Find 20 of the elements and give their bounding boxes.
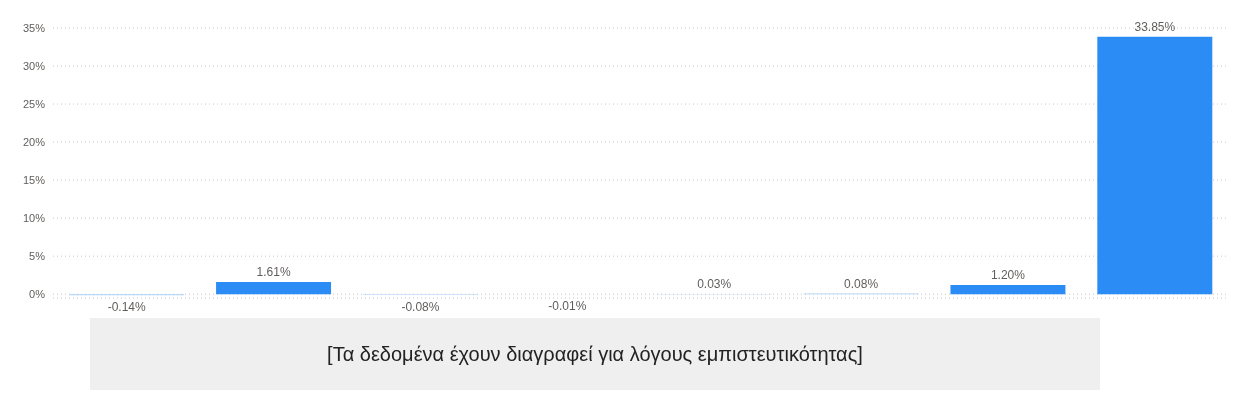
data-label: 0.03%	[697, 276, 732, 291]
bar	[1097, 36, 1213, 295]
data-label: -0.14%	[107, 300, 147, 315]
bar	[950, 285, 1066, 295]
y-tick-label: 30%	[22, 59, 46, 72]
data-label: -0.01%	[548, 299, 587, 314]
data-label: 1.20%	[990, 268, 1026, 283]
y-tick-label: 0%	[29, 288, 46, 301]
data-label: 0.08%	[844, 276, 879, 291]
y-tick-label: 20%	[22, 135, 46, 148]
text: [Τα δεδομένα έχουν διαγραφεί για λόγους εμπιστευτικότητας]	[90, 318, 1100, 390]
data-label: 1.61%	[256, 264, 291, 279]
y-tick-label: 35%	[22, 21, 46, 34]
y-tick-label: 5%	[29, 250, 46, 263]
data-label: -0.08%	[401, 299, 440, 314]
y-tick-label: 25%	[22, 97, 46, 110]
data-label: 33.85%	[1134, 19, 1176, 34]
bar	[216, 281, 332, 295]
y-tick-label: 15%	[22, 174, 46, 187]
y-tick-label: 10%	[22, 212, 46, 225]
